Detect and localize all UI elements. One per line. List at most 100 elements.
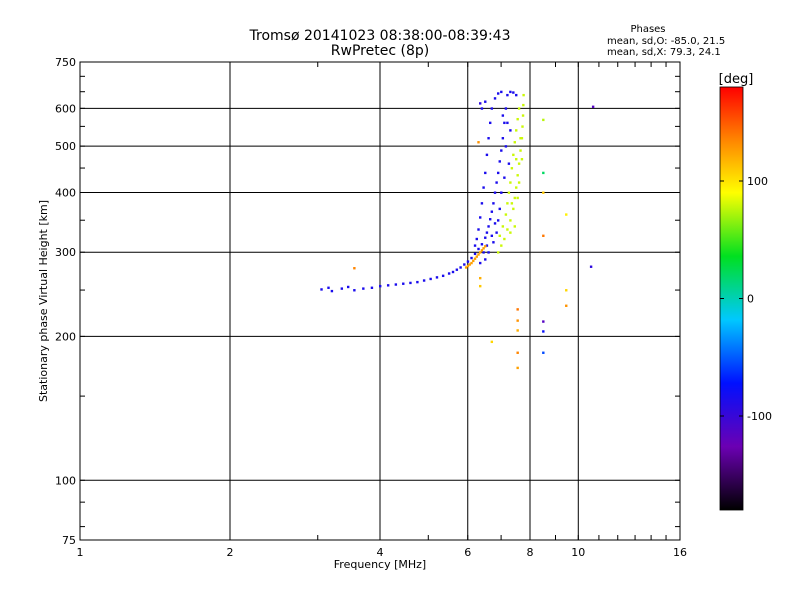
data-point [515, 93, 518, 97]
colorbar-label: [deg] [719, 72, 754, 87]
data-point [394, 283, 398, 286]
chart-title: Tromsø 20141023 08:38:00-08:39:43 [249, 28, 511, 44]
colorbar-tick-label: -100 [747, 410, 772, 423]
stats-o-mode: mean, sd,O: -85.0, 21.5 [607, 36, 725, 47]
data-point [492, 202, 495, 205]
data-points [320, 90, 595, 370]
data-point [490, 340, 494, 344]
data-point [475, 255, 478, 258]
data-point [542, 351, 545, 354]
y-axis-tick-labels: 75 100 200 300 400 500 600 750 [55, 56, 76, 547]
data-point [447, 272, 451, 275]
grid [80, 62, 680, 540]
data-point [501, 114, 505, 117]
data-point [370, 286, 374, 289]
data-point [542, 191, 545, 194]
data-point [517, 107, 521, 110]
data-point [479, 284, 482, 288]
data-point [482, 251, 485, 254]
data-point [473, 252, 477, 256]
data-point [487, 225, 490, 228]
stats-heading: Phases [630, 24, 665, 35]
data-point [565, 304, 568, 307]
x-tick-label: 6 [464, 546, 471, 559]
data-point [463, 263, 466, 266]
data-point [496, 171, 500, 175]
data-point [473, 244, 477, 247]
data-point [506, 202, 509, 205]
data-point [496, 219, 500, 222]
data-point [482, 186, 485, 189]
data-point [498, 160, 501, 163]
data-point [353, 289, 356, 292]
data-point [498, 234, 501, 237]
data-point [484, 171, 487, 175]
data-point [490, 107, 494, 110]
data-point [493, 191, 497, 194]
data-point [542, 320, 545, 323]
data-point [591, 105, 595, 109]
data-point [487, 137, 490, 140]
data-point [513, 225, 516, 228]
data-point [519, 137, 522, 140]
data-point [515, 186, 518, 189]
data-point [500, 149, 503, 152]
data-point [503, 237, 506, 241]
data-point [504, 213, 508, 216]
data-point [589, 265, 593, 268]
data-point [468, 263, 471, 266]
data-point [479, 276, 482, 280]
data-point [484, 258, 487, 261]
y-tick-label: 200 [55, 330, 76, 343]
data-point [522, 93, 525, 97]
data-point [479, 216, 482, 219]
colorbar-tick-label: 0 [747, 293, 754, 306]
y-tick-label: 500 [55, 140, 76, 153]
data-point [379, 284, 382, 288]
x-tick-label: 16 [673, 546, 687, 559]
data-point [435, 276, 439, 279]
data-point [516, 196, 519, 200]
stats-x-mode: mean, sd,X: 79.3, 24.1 [607, 47, 721, 58]
data-point [521, 114, 525, 117]
data-point [522, 103, 525, 107]
data-point [513, 141, 516, 144]
data-point [386, 284, 390, 287]
data-point [464, 266, 468, 269]
data-point [489, 218, 492, 221]
data-point [506, 228, 509, 231]
y-tick-label: 600 [55, 102, 76, 115]
data-point [402, 282, 405, 285]
data-point [330, 289, 334, 293]
data-point [504, 107, 508, 110]
data-point [509, 231, 512, 234]
data-point [495, 231, 498, 234]
data-point [489, 121, 492, 125]
data-point [479, 102, 482, 105]
data-point [500, 244, 503, 247]
data-point [477, 253, 480, 256]
data-point [496, 251, 500, 254]
colorbar-tick-label: 100 [747, 175, 768, 188]
data-point [466, 264, 470, 268]
data-point [512, 207, 515, 211]
data-point [515, 129, 518, 132]
data-point [480, 249, 484, 252]
data-point [565, 213, 568, 216]
data-point [477, 141, 480, 144]
x-tick-label: 10 [571, 546, 585, 559]
data-point [506, 93, 509, 97]
data-point [466, 260, 470, 263]
data-point [477, 228, 480, 231]
data-point [517, 162, 521, 165]
data-point [501, 137, 505, 140]
data-point [517, 181, 521, 184]
data-point [498, 207, 501, 211]
data-point [482, 247, 485, 250]
data-point [512, 153, 515, 157]
data-point [503, 176, 506, 179]
data-point [493, 222, 497, 225]
data-point [470, 256, 473, 260]
data-point [477, 247, 480, 251]
data-point [422, 279, 426, 282]
